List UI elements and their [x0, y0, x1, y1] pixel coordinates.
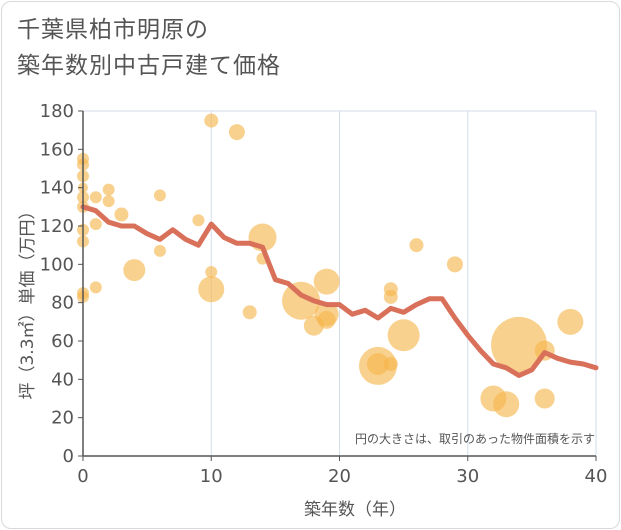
- y-tick-label: 20: [51, 408, 74, 429]
- bubble-series: [77, 113, 584, 418]
- y-tick-label: 40: [51, 369, 74, 390]
- data-bubble: [89, 281, 102, 294]
- data-bubble: [205, 266, 218, 278]
- y-tick-label: 120: [40, 216, 74, 237]
- chart-title-line1: 千葉県柏市明原の: [17, 17, 209, 43]
- average-line-series: [80, 204, 599, 378]
- y-tick-label: 0: [63, 446, 74, 467]
- data-bubble: [89, 191, 102, 204]
- x-tick-label: 0: [77, 466, 88, 487]
- y-tick-label: 140: [40, 178, 74, 199]
- data-bubble: [192, 214, 205, 227]
- data-bubble: [153, 244, 166, 257]
- data-bubble: [313, 268, 340, 295]
- chart-title: 千葉県柏市明原の 築年数別中古戸建て価格: [17, 12, 281, 84]
- data-bubble: [493, 391, 520, 418]
- data-bubble: [366, 353, 389, 375]
- data-bubble: [242, 305, 257, 320]
- data-bubble: [153, 189, 166, 202]
- data-bubble: [534, 388, 555, 409]
- data-bubble: [557, 308, 584, 335]
- x-axis-title: 築年数（年）: [304, 500, 406, 520]
- y-tick-label: 180: [40, 101, 74, 122]
- data-bubble: [204, 113, 219, 128]
- data-bubble: [123, 259, 146, 282]
- data-bubble: [446, 256, 463, 273]
- y-tick-label: 160: [40, 139, 74, 160]
- x-tick-label: 10: [200, 466, 223, 487]
- tick-labels: 0 20 40 60 80 100 120 140 160 180 0 10 20 30 40: [40, 101, 608, 487]
- data-bubble: [409, 238, 424, 253]
- y-tick-label: 80: [51, 293, 74, 314]
- x-tick-label: 40: [585, 466, 608, 487]
- data-bubble: [387, 319, 420, 352]
- data-bubble: [102, 195, 115, 208]
- data-bubble: [228, 124, 245, 141]
- x-tick-label: 30: [456, 466, 479, 487]
- y-axis-title: 坪（3.3㎡）単価（万円）: [18, 202, 38, 399]
- y-tick-label: 100: [40, 254, 74, 275]
- data-bubble: [114, 207, 129, 222]
- data-bubble: [491, 316, 548, 373]
- data-bubble: [317, 310, 336, 329]
- bubble-size-note: 円の大きさは、取引のあった物件面積を示す: [355, 431, 595, 446]
- x-tick-label: 20: [328, 466, 351, 487]
- data-bubble: [282, 281, 321, 320]
- data-bubble: [102, 183, 115, 196]
- y-tick-label: 60: [51, 331, 74, 352]
- average-price-line: [80, 204, 599, 378]
- data-bubble: [89, 218, 102, 231]
- data-bubble: [383, 289, 398, 304]
- data-bubble: [198, 276, 225, 303]
- chart-title-line2: 築年数別中古戸建て価格: [17, 53, 281, 79]
- axes: [78, 110, 597, 461]
- data-bubble: [383, 357, 398, 371]
